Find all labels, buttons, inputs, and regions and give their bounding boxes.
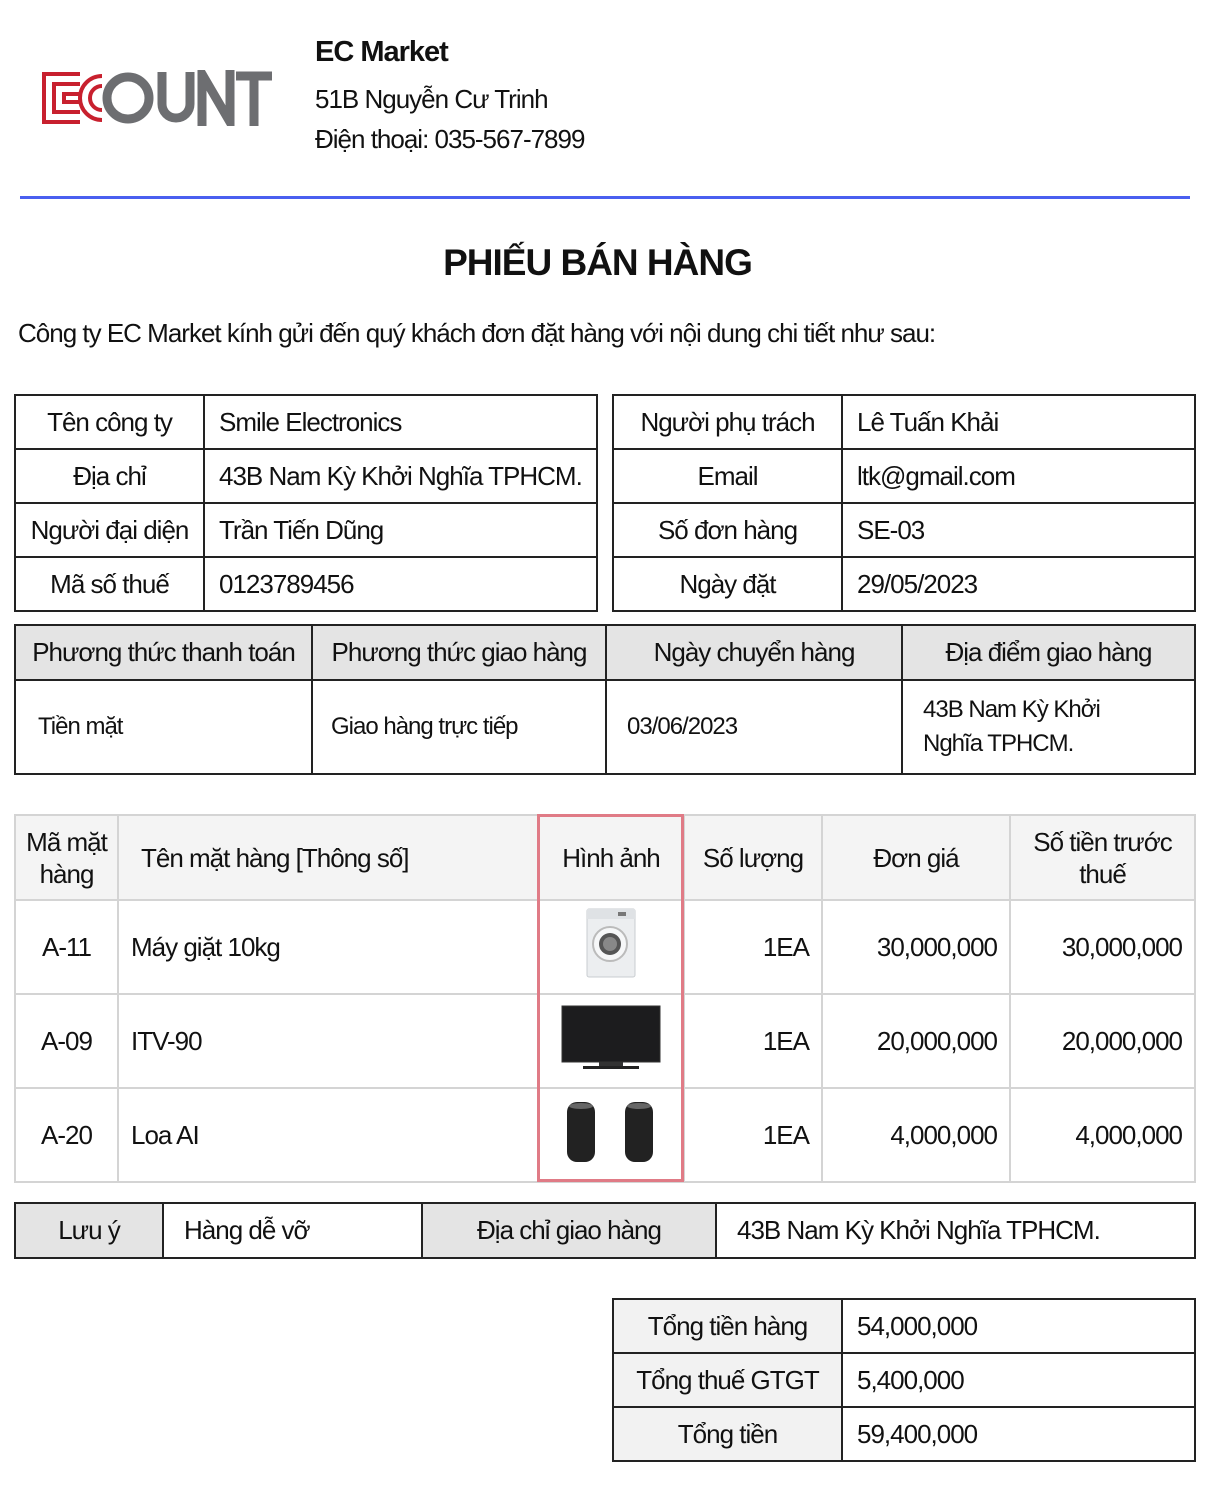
- header-amount: Số tiền trước thuế: [1009, 814, 1196, 901]
- order-info-table: Người phụ trách Lê Tuấn Khải Email ltk@gma…: [612, 394, 1196, 612]
- header-divider: [20, 196, 1190, 199]
- total-row: Tổng thuế GTGT 5,400,000: [612, 1352, 1196, 1408]
- table-row: A-20 Loa AI 1EA 4,000,000 4,000,000: [14, 1087, 1196, 1183]
- item-amount: 30,000,000: [1009, 899, 1196, 995]
- label: Email: [612, 448, 843, 504]
- company-name: EC Market: [315, 36, 449, 68]
- item-price: 4,000,000: [821, 1087, 1011, 1183]
- item-price: 20,000,000: [821, 993, 1011, 1089]
- totals-table: Tổng tiền hàng 54,000,000 Tổng thuế GTGT 5…: [612, 1298, 1196, 1462]
- header-payment: Phương thức thanh toán: [14, 624, 313, 681]
- items-table: Mã mặt hàng Tên mặt hàng [Thông số] Hình…: [14, 814, 1196, 1183]
- total-row: Tổng tiền 59,400,000: [612, 1406, 1196, 1462]
- item-code: A-20: [14, 1087, 119, 1183]
- header-name: Tên mặt hàng [Thông số]: [117, 814, 539, 901]
- delivery-place-value: 43B Nam Kỳ Khởi Nghĩa TPHCM.: [901, 679, 1196, 775]
- header-ship-date: Ngày chuyển hàng: [605, 624, 903, 681]
- label: Ngày đặt: [612, 556, 843, 612]
- header-code: Mã mặt hàng: [14, 814, 119, 901]
- delivery-address-value: 43B Nam Kỳ Khởi Nghĩa TPHCM.: [715, 1202, 1196, 1259]
- grand-total-value: 59,400,000: [841, 1406, 1196, 1462]
- note-value: Hàng dễ vỡ: [162, 1202, 423, 1259]
- delivery-header: Phương thức thanh toán Phương thức giao …: [14, 624, 1196, 681]
- item-name: Loa AI: [117, 1087, 539, 1183]
- header-price: Đơn giá: [821, 814, 1011, 901]
- item-name: ITV-90: [117, 993, 539, 1089]
- page-title: PHIẾU BÁN HÀNG: [443, 242, 753, 283]
- company-phone: Điện thoại: 035-567-7899: [315, 124, 585, 154]
- company-address: 51B Nguyễn Cư Trinh: [315, 84, 549, 114]
- label: Người phụ trách: [612, 394, 843, 450]
- customer-row: Mã số thuế 0123789456: [14, 556, 598, 612]
- vat-label: Tổng thuế GTGT: [612, 1352, 843, 1408]
- header-qty: Số lượng: [683, 814, 823, 901]
- item-code: A-09: [14, 993, 119, 1089]
- header-image: Hình ảnh: [537, 814, 685, 901]
- representative-value: Trần Tiến Dũng: [203, 502, 598, 558]
- item-amount: 4,000,000: [1009, 1087, 1196, 1183]
- order-date-value: 29/05/2023: [841, 556, 1196, 612]
- item-price: 30,000,000: [821, 899, 1011, 995]
- washing-machine-icon: [586, 908, 636, 977]
- item-qty: 1EA: [683, 899, 823, 995]
- order-row: Ngày đặt 29/05/2023: [612, 556, 1196, 612]
- shipping-method-value: Giao hàng trực tiếp: [311, 679, 607, 775]
- address-value: 43B Nam Kỳ Khởi Nghĩa TPHCM.: [203, 448, 598, 504]
- tax-code-value: 0123789456: [203, 556, 598, 612]
- item-amount: 20,000,000: [1009, 993, 1196, 1089]
- customer-row: Tên công ty Smile Electronics: [14, 394, 598, 450]
- label: Tên công ty: [14, 394, 205, 450]
- label: Số đơn hàng: [612, 502, 843, 558]
- header-shipping-method: Phương thức giao hàng: [311, 624, 607, 681]
- table-row: A-09 ITV-90 1EA 20,000,000 20,000,000: [14, 993, 1196, 1089]
- label: Người đại diện: [14, 502, 205, 558]
- subtotal-value: 54,000,000: [841, 1298, 1196, 1354]
- item-image: [537, 1087, 685, 1183]
- label: Địa chỉ: [14, 448, 205, 504]
- items-header: Mã mặt hàng Tên mặt hàng [Thông số] Hình…: [14, 814, 1196, 901]
- email-value[interactable]: ltk@gmail.com: [841, 448, 1196, 504]
- label: Mã số thuế: [14, 556, 205, 612]
- item-qty: 1EA: [683, 1087, 823, 1183]
- vat-value: 5,400,000: [841, 1352, 1196, 1408]
- intro-text: Công ty EC Market kính gửi đến quý khách…: [18, 318, 936, 348]
- item-qty: 1EA: [683, 993, 823, 1089]
- order-row: Email ltk@gmail.com: [612, 448, 1196, 504]
- order-row: Người phụ trách Lê Tuấn Khải: [612, 394, 1196, 450]
- tv-icon: [561, 1005, 661, 1069]
- customer-info-table: Tên công ty Smile Electronics Địa chỉ 43B …: [14, 394, 598, 612]
- notes-table: Lưu ý Hàng dễ vỡ Địa chỉ giao hàng 43B N…: [14, 1202, 1196, 1259]
- ship-date-value: 03/06/2023: [605, 679, 903, 775]
- item-code: A-11: [14, 899, 119, 995]
- company-value: Smile Electronics: [203, 394, 598, 450]
- ecount-logo: [42, 70, 272, 126]
- manager-value: Lê Tuấn Khải: [841, 394, 1196, 450]
- delivery-address-label: Địa chỉ giao hàng: [421, 1202, 717, 1259]
- header-delivery-place: Địa điểm giao hàng: [901, 624, 1196, 681]
- speakers-icon: [567, 1101, 653, 1162]
- delivery-table: Phương thức thanh toán Phương thức giao …: [14, 624, 1196, 775]
- customer-row: Người đại diện Trần Tiến Dũng: [14, 502, 598, 558]
- grand-total-label: Tổng tiền: [612, 1406, 843, 1462]
- item-name: Máy giặt 10kg: [117, 899, 539, 995]
- payment-value: Tiền mặt: [14, 679, 313, 775]
- total-row: Tổng tiền hàng 54,000,000: [612, 1298, 1196, 1354]
- note-label: Lưu ý: [14, 1202, 164, 1259]
- order-number-value: SE-03: [841, 502, 1196, 558]
- delivery-values: Tiền mặt Giao hàng trực tiếp 03/06/2023 …: [14, 679, 1196, 775]
- notes-row: Lưu ý Hàng dễ vỡ Địa chỉ giao hàng 43B N…: [14, 1202, 1196, 1259]
- order-row: Số đơn hàng SE-03: [612, 502, 1196, 558]
- item-image: [537, 899, 685, 995]
- subtotal-label: Tổng tiền hàng: [612, 1298, 843, 1354]
- customer-row: Địa chỉ 43B Nam Kỳ Khởi Nghĩa TPHCM.: [14, 448, 598, 504]
- item-image: [537, 993, 685, 1089]
- table-row: A-11 Máy giặt 10kg 1EA 30,000,000 30,000…: [14, 899, 1196, 995]
